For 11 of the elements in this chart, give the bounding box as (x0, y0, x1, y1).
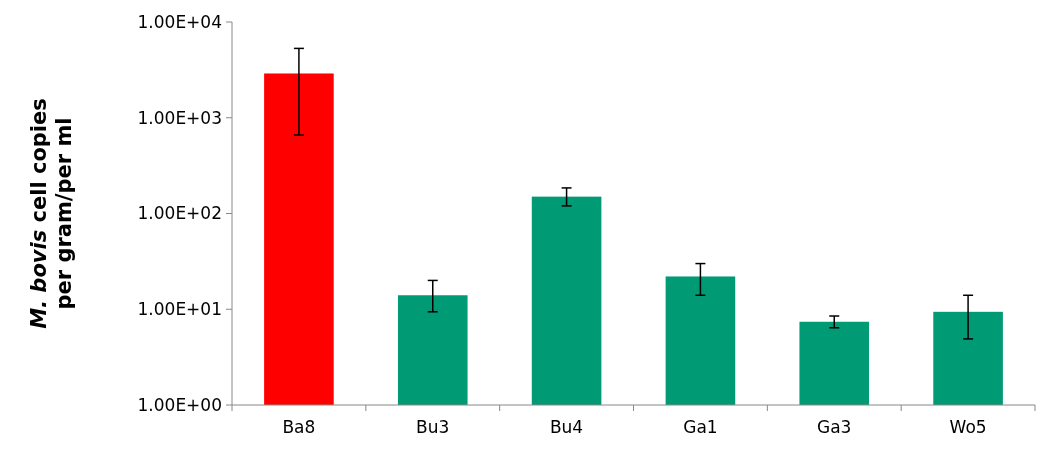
x-tick-label: Ga1 (683, 417, 718, 437)
y-tick-label: 1.00E+02 (137, 203, 222, 224)
y-tick-label: 1.00E+01 (137, 299, 222, 320)
x-tick-label: Wo5 (949, 417, 987, 437)
x-tick-label: Ba8 (282, 417, 316, 437)
x-tick-label: Bu4 (549, 417, 584, 437)
y-tick-label: 1.00E+04 (137, 11, 222, 32)
y-tick-label: 1.00E+00 (137, 394, 222, 415)
x-tick-label: Ga3 (817, 417, 852, 437)
x-tick-label: Bu3 (416, 417, 450, 437)
y-tick-label: 1.00E+03 (137, 107, 222, 128)
